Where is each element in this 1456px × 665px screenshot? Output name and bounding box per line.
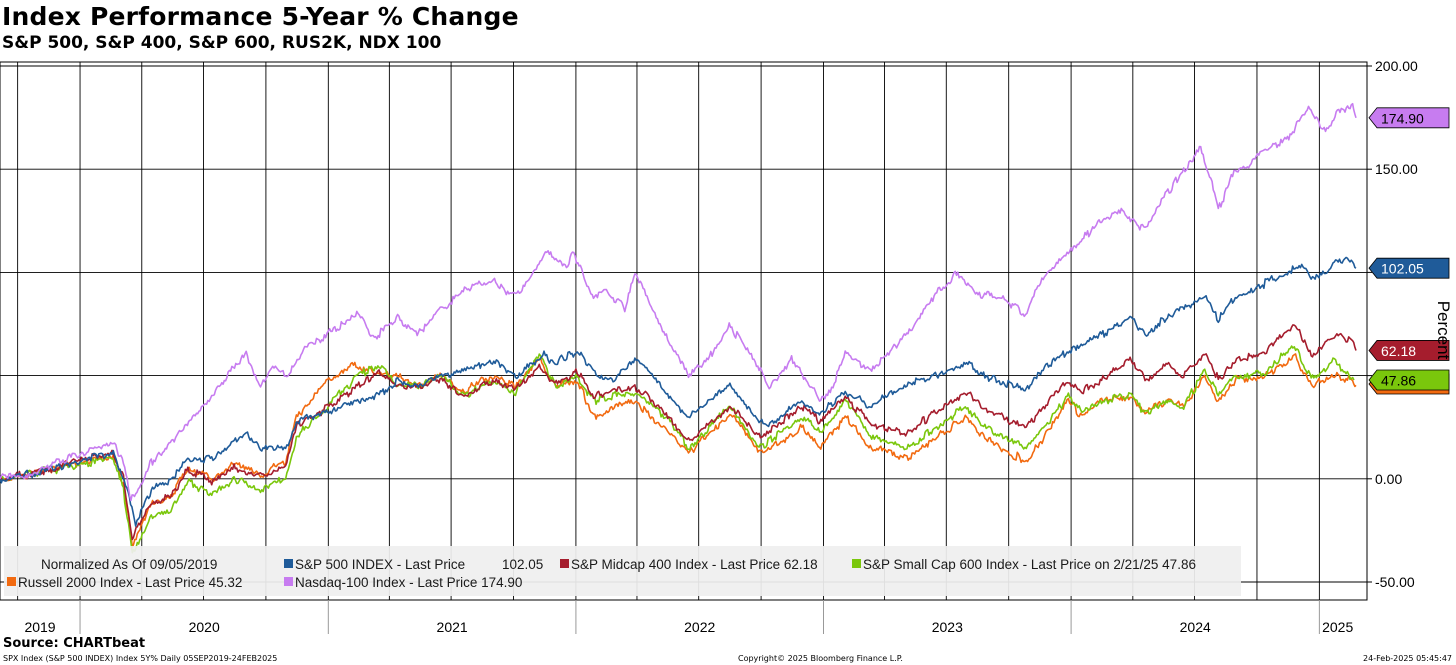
y-tick-label: 150.00 xyxy=(1375,161,1418,177)
last-value-tag-label: 62.18 xyxy=(1381,343,1416,359)
legend-box xyxy=(4,546,1241,596)
series-line-s-p-midcap-400-index xyxy=(0,324,1357,541)
legend-label-midcap: S&P Midcap 400 Index - Last Price 62.18 xyxy=(571,557,818,572)
y-tick-label: 200.00 xyxy=(1375,58,1418,74)
chart-title: Index Performance 5-Year % Change xyxy=(2,2,519,31)
y-tick-label: 0.00 xyxy=(1375,471,1402,487)
last-value-tags: 174.90 102.05 62.18 47.86 xyxy=(1368,107,1450,395)
x-tick-label: 2022 xyxy=(684,619,715,635)
legend-swatch-nasdaq xyxy=(284,577,293,586)
last-value-tag xyxy=(1368,107,1450,129)
legend-label-smallcap: S&P Small Cap 600 Index - Last Price on … xyxy=(863,557,1196,572)
legend-label-sp500: S&P 500 INDEX - Last Price xyxy=(295,557,465,572)
legend-swatch-russell xyxy=(7,577,16,586)
normalized-note: Normalized As Of 09/05/2019 xyxy=(41,557,217,572)
legend: Normalized As Of 09/05/2019 S&P 500 INDE… xyxy=(4,546,1241,596)
plot-area xyxy=(0,61,1368,601)
grid-lines xyxy=(0,62,1367,600)
last-value-tag-label: 102.05 xyxy=(1381,261,1424,277)
last-value-tag-label: 174.90 xyxy=(1381,110,1424,126)
legend-swatch-sp500 xyxy=(284,559,293,568)
legend-label-russell: Russell 2000 Index - Last Price 45.32 xyxy=(18,575,242,590)
last-value-tag xyxy=(1368,369,1450,391)
legend-value-sp500: 102.05 xyxy=(502,557,543,572)
x-tick-label: 2021 xyxy=(437,619,468,635)
last-value-tag xyxy=(1368,257,1450,279)
last-value-tag xyxy=(1368,340,1450,361)
legend-swatch-midcap xyxy=(560,559,569,568)
footer-ticker-info: SPX Index (S&P 500 INDEX) Index 5Y% Dail… xyxy=(3,654,278,663)
source-label: Source: CHARTbeat xyxy=(3,636,146,651)
legend-swatch-smallcap xyxy=(852,559,861,568)
x-tick-label: 2019 xyxy=(24,619,55,635)
series-line-s-p-500-index xyxy=(0,256,1357,527)
x-tick-label: 2020 xyxy=(189,619,220,635)
legend-label-nasdaq: Nasdaq-100 Index - Last Price 174.90 xyxy=(295,575,522,590)
x-tick-label: 2025 xyxy=(1322,619,1353,635)
y-axis-label: Percent xyxy=(1434,301,1453,360)
footer-timestamp: 24-Feb-2025 05:45:47 xyxy=(1363,654,1452,663)
series-lines xyxy=(0,102,1357,554)
footer-copyright: Copyright© 2025 Bloomberg Finance L.P. xyxy=(738,654,903,663)
last-value-tag-label: 47.86 xyxy=(1381,373,1416,389)
x-tick-label: 2024 xyxy=(1180,619,1211,635)
series-line-nasdaq-100-index xyxy=(0,102,1357,502)
chart-subtitle: S&P 500, S&P 400, S&P 600, RUS2K, NDX 10… xyxy=(2,33,442,53)
series-line-russell-2000-index xyxy=(0,353,1357,548)
x-tick-label: 2023 xyxy=(932,619,963,635)
y-tick-label: -50.00 xyxy=(1375,574,1415,590)
